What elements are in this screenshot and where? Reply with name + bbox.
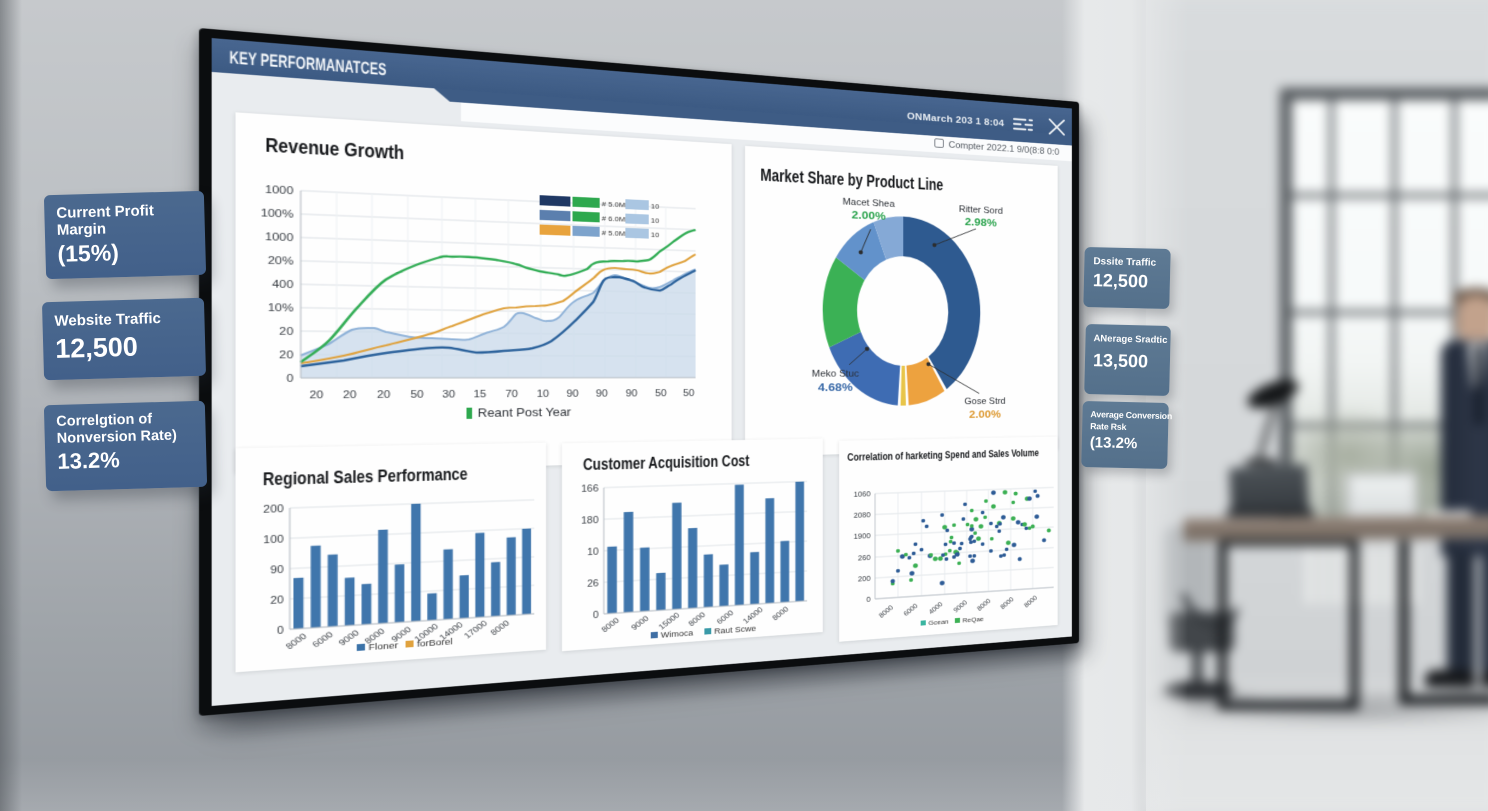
- svg-text:10: 10: [651, 231, 659, 239]
- svg-text:forBorel: forBorel: [417, 637, 453, 649]
- svg-text:90: 90: [596, 388, 608, 399]
- svg-text:Reant Post Year: Reant Post Year: [478, 407, 572, 420]
- svg-text:Raut Scwe: Raut Scwe: [714, 624, 756, 636]
- svg-text:10: 10: [537, 388, 550, 399]
- svg-text:90: 90: [626, 388, 638, 399]
- svg-text:Macet Shea: Macet Shea: [842, 196, 895, 209]
- svg-text:200: 200: [263, 503, 284, 515]
- svg-text:15: 15: [473, 389, 486, 400]
- svg-text:1900: 1900: [854, 532, 871, 541]
- svg-text:9000: 9000: [630, 614, 651, 632]
- svg-text:Meko Stuc: Meko Stuc: [812, 368, 860, 379]
- svg-text:20: 20: [343, 389, 357, 400]
- svg-text:17000: 17000: [463, 619, 490, 641]
- svg-text:260: 260: [858, 554, 871, 562]
- svg-text:Wimoca: Wimoca: [661, 629, 693, 640]
- svg-text:2.00%: 2.00%: [852, 209, 886, 223]
- svg-text:20: 20: [279, 349, 293, 361]
- svg-text:20: 20: [270, 594, 284, 606]
- svg-text:10: 10: [651, 217, 659, 225]
- svg-text:10: 10: [651, 202, 659, 210]
- svg-text:90: 90: [270, 564, 284, 576]
- svg-text:8000: 8000: [976, 597, 992, 612]
- svg-text:8000: 8000: [600, 616, 622, 634]
- svg-text:200: 200: [858, 575, 871, 584]
- svg-text:8000: 8000: [771, 605, 791, 622]
- svg-text:8000: 8000: [999, 596, 1015, 611]
- svg-text:0: 0: [593, 609, 599, 620]
- svg-text:50: 50: [655, 388, 667, 399]
- svg-text:Gcean: Gcean: [928, 618, 948, 627]
- svg-text:30: 30: [442, 389, 455, 400]
- svg-text:ReQae: ReQae: [963, 615, 984, 624]
- svg-text:70: 70: [505, 388, 518, 399]
- svg-text:8000: 8000: [1023, 594, 1039, 609]
- svg-text:50: 50: [683, 388, 695, 399]
- svg-text:9000: 9000: [952, 599, 969, 614]
- svg-text:0: 0: [866, 596, 871, 604]
- svg-text:2080: 2080: [854, 511, 871, 520]
- svg-text:Ritter Sord: Ritter Sord: [959, 203, 1003, 215]
- svg-text:Gose Strd: Gose Strd: [964, 396, 1005, 407]
- svg-text:4.68%: 4.68%: [818, 382, 853, 394]
- svg-text:10: 10: [587, 546, 599, 557]
- svg-text:10%: 10%: [268, 302, 294, 314]
- svg-text:50: 50: [410, 389, 423, 400]
- svg-text:Floner: Floner: [368, 641, 398, 653]
- svg-text:20: 20: [309, 389, 323, 401]
- svg-text:1000: 1000: [265, 184, 294, 197]
- svg-text:1060: 1060: [854, 491, 871, 499]
- svg-text:8000: 8000: [687, 611, 708, 628]
- svg-text:# 5.0M: # 5.0M: [602, 200, 626, 209]
- svg-text:100: 100: [263, 533, 284, 545]
- svg-text:90: 90: [566, 388, 578, 399]
- svg-text:2.00%: 2.00%: [969, 409, 1001, 421]
- svg-text:400: 400: [272, 278, 293, 290]
- svg-text:2.98%: 2.98%: [965, 216, 997, 229]
- svg-text:0: 0: [277, 624, 284, 636]
- svg-text:20: 20: [279, 326, 293, 338]
- svg-text:166: 166: [581, 483, 599, 494]
- svg-text:100%: 100%: [261, 207, 294, 220]
- svg-text:20: 20: [377, 389, 391, 400]
- svg-text:1000: 1000: [265, 231, 294, 244]
- svg-text:8000: 8000: [284, 632, 309, 651]
- svg-text:8000: 8000: [489, 619, 512, 637]
- svg-text:4000: 4000: [927, 601, 944, 617]
- svg-text:# 6.0M: # 6.0M: [602, 215, 626, 224]
- svg-text:20%: 20%: [268, 255, 294, 267]
- svg-text:26: 26: [587, 578, 599, 589]
- svg-text:8000: 8000: [878, 604, 895, 620]
- svg-text:6000: 6000: [311, 630, 336, 649]
- svg-text:14000: 14000: [742, 606, 765, 626]
- svg-text:180: 180: [581, 515, 599, 526]
- svg-text:15000: 15000: [657, 611, 682, 631]
- svg-text:0: 0: [286, 373, 293, 385]
- svg-text:6000: 6000: [902, 602, 919, 618]
- svg-text:# 5.0M: # 5.0M: [602, 229, 626, 238]
- svg-text:6000: 6000: [716, 609, 736, 626]
